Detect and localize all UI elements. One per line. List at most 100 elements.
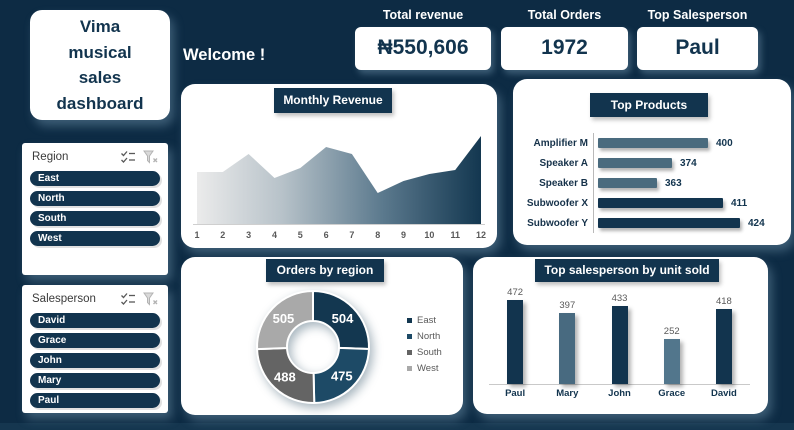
slicer-item-john[interactable]: John (30, 353, 160, 368)
legend-marker (407, 333, 412, 339)
multi-select-icon[interactable] (120, 149, 136, 165)
column-value-label: 397 (559, 300, 576, 311)
product-value-label: 411 (731, 197, 748, 209)
region-slicer-title: Region (32, 151, 69, 163)
slicer-item-west[interactable]: West (30, 231, 160, 246)
monthly-revenue-area-chart: 1 2 3 4 5 6 7 8 9 10 11 12 (193, 136, 486, 240)
monthly-revenue-area (197, 136, 481, 224)
dashboard-title: Vima musical sales dashboard (57, 14, 144, 116)
column-bar-john (611, 306, 628, 384)
salesperson-slicer-header: Salesperson (22, 285, 168, 311)
product-category-label: Amplifier M (533, 137, 588, 149)
slicer-item-grace[interactable]: Grace (30, 333, 160, 348)
month-axis-label: 9 (401, 230, 406, 240)
region-slicer-header: Region (22, 143, 168, 169)
orders-by-region-title: Orders by region (266, 259, 384, 282)
donut-value-label: 475 (331, 369, 353, 384)
legend-item-south: South (407, 344, 442, 360)
monthly-revenue-title: Monthly Revenue (274, 88, 392, 113)
salesperson-column-group: 397 (541, 287, 593, 384)
column-bar-paul (507, 300, 524, 384)
kpi-label-total-orders: Total Orders (527, 8, 602, 22)
product-bar (598, 178, 657, 188)
slicer-item-mary[interactable]: Mary (30, 373, 160, 388)
legend-item-east: East (407, 312, 442, 328)
salesperson-slicer-items: David Grace John Mary Paul (22, 311, 168, 415)
product-value-label: 400 (716, 137, 733, 149)
slicer-item-south[interactable]: South (30, 211, 160, 226)
product-category-label: Speaker B (539, 177, 588, 189)
dashboard-title-line: musical (68, 42, 132, 62)
slicer-item-paul[interactable]: Paul (30, 393, 160, 408)
product-bar (598, 198, 723, 208)
monthly-revenue-card: Monthly Revenue 1 2 3 4 5 6 7 8 9 10 11 12 (181, 84, 497, 248)
salesperson-slicer: Salesperson David Grace John Mary Paul (22, 285, 168, 413)
product-bar-track: 411 (593, 193, 783, 213)
kpi-value-total-revenue: ₦550,606 (355, 27, 491, 70)
donut-value-label: 505 (273, 311, 295, 326)
month-axis-label: 12 (476, 230, 486, 240)
month-axis-label: 8 (375, 230, 380, 240)
slicer-item-east[interactable]: East (30, 171, 160, 186)
clear-filter-icon[interactable] (142, 291, 158, 307)
product-bar (598, 138, 708, 148)
orders-by-region-card: Orders by region 504 475 488 505 East North S… (181, 257, 463, 415)
top-salesperson-card: Top salesperson by unit sold 472 397 433 25… (473, 257, 768, 414)
top-products-bar-chart: Amplifier M 400 Speaker A 374 Speaker B 363 Su… (525, 133, 783, 233)
slicer-item-north[interactable]: North (30, 191, 160, 206)
donut-value-label: 488 (274, 369, 296, 384)
salesperson-column-group: 418 (698, 287, 750, 384)
dashboard-title-line: dashboard (56, 93, 144, 113)
dashboard-title-card: Vima musical sales dashboard (30, 10, 170, 120)
kpi-value-total-orders: 1972 (501, 27, 628, 70)
legend-item-north: North (407, 328, 442, 344)
region-slicer: Region East North South West (22, 143, 168, 275)
product-category-label: Subwoofer X (526, 197, 588, 209)
product-bar-track: 424 (593, 213, 783, 233)
column-value-label: 433 (611, 293, 628, 304)
salesperson-slicer-title: Salesperson (32, 293, 96, 305)
column-category-label: David (710, 388, 737, 399)
dashboard-title-line: sales (78, 68, 122, 87)
product-value-label: 363 (665, 177, 682, 189)
product-bar (598, 218, 740, 228)
month-axis-label: 7 (349, 230, 354, 240)
product-bar-track: 374 (593, 153, 783, 173)
product-bar (598, 158, 672, 168)
kpi-value-top-salesperson: Paul (637, 27, 758, 70)
product-value-label: 374 (680, 157, 697, 169)
month-axis-label: 4 (272, 230, 277, 240)
donut-slice-west (256, 290, 314, 351)
top-salesperson-title: Top salesperson by unit sold (535, 259, 719, 282)
column-bar-mary (559, 313, 576, 384)
month-axis-label: 2 (220, 230, 225, 240)
product-category-label: Subwoofer Y (527, 217, 588, 229)
top-products-card: Top Products Amplifier M 400 Speaker A 374 S… (513, 79, 791, 245)
month-axis-label: 3 (246, 230, 251, 240)
legend-label: East (417, 314, 437, 326)
product-bar-row: Subwoofer X 411 (525, 193, 783, 213)
product-bar-track: 363 (593, 173, 783, 193)
salesperson-column-group: 433 (593, 287, 645, 384)
welcome-text: Welcome ! (183, 46, 266, 64)
salesperson-category-axis: Paul Mary John Grace David (489, 388, 750, 399)
column-category-label: Mary (556, 388, 579, 399)
product-bar-row: Speaker A 374 (525, 153, 783, 173)
clear-filter-icon[interactable] (142, 149, 158, 165)
slicer-item-david[interactable]: David (30, 313, 160, 328)
top-products-title: Top Products (590, 93, 708, 117)
column-bar-david (715, 309, 732, 384)
salesperson-column-group: 472 (489, 287, 541, 384)
column-category-label: John (608, 388, 631, 399)
multi-select-icon[interactable] (120, 291, 136, 307)
product-bar-track: 400 (593, 133, 783, 153)
bottom-strip (0, 423, 794, 430)
column-category-label: Grace (658, 388, 686, 399)
month-axis-label: 11 (450, 230, 460, 240)
month-axis-label: 5 (298, 230, 303, 240)
donut-legend: East North South West (407, 312, 442, 376)
salesperson-column-chart: 472 397 433 252 418 (489, 287, 750, 385)
legend-marker (407, 317, 412, 323)
column-value-label: 252 (663, 326, 680, 337)
